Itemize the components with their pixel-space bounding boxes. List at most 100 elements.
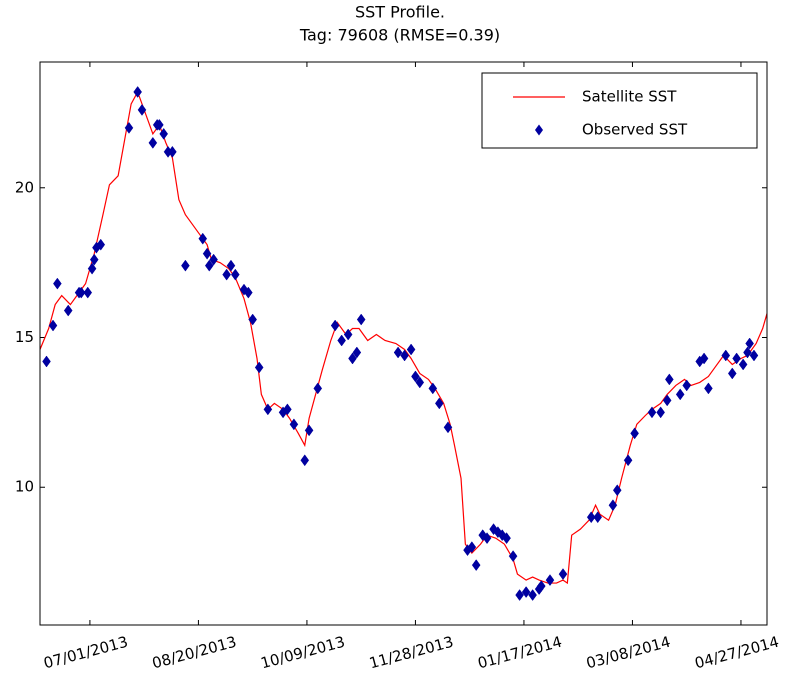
observed-point [348, 352, 357, 365]
observed-point [545, 574, 555, 587]
observed-point [204, 259, 214, 272]
legend-marker [535, 124, 543, 136]
observed-point [623, 454, 633, 467]
observed-point [749, 349, 759, 362]
observed-point [704, 382, 713, 395]
y-tick-label: 15 [15, 328, 34, 346]
observed-point [471, 559, 481, 572]
observed-point [202, 247, 212, 260]
observed-point [304, 424, 314, 437]
plot-frame [39, 61, 768, 626]
observed-point [428, 382, 438, 395]
observed-point [558, 568, 568, 581]
observed-point [83, 286, 93, 299]
observed-point [330, 319, 340, 332]
x-tick-label: 10/09/2013 [259, 633, 347, 673]
observed-point [593, 511, 603, 524]
observed-point [682, 379, 692, 392]
observed-point [53, 277, 62, 290]
x-tick-label: 07/01/2013 [42, 633, 130, 673]
observed-point [612, 484, 622, 497]
y-tick-label: 10 [15, 478, 34, 496]
observed-point [400, 349, 409, 362]
observed-point [313, 382, 323, 395]
observed-point [226, 259, 236, 272]
observed-point [738, 358, 748, 371]
observed-point [515, 589, 524, 601]
sst-line [40, 90, 767, 585]
observed-point [76, 286, 86, 299]
plot-area [40, 86, 767, 601]
legend-label: Observed SST [582, 121, 688, 139]
observed-point [283, 403, 292, 416]
observed-point [482, 532, 492, 545]
observed-point [675, 388, 685, 401]
observed-point [502, 532, 511, 545]
chart-subtitle: Tag: 79608 (RMSE=0.39) [299, 26, 500, 45]
observed-point [289, 418, 299, 431]
observed-point [356, 313, 366, 326]
observed-point [434, 397, 444, 410]
x-tick-label: 08/20/2013 [150, 633, 238, 673]
observed-point [89, 253, 99, 266]
observed-point [508, 550, 518, 563]
observed-point [181, 259, 190, 272]
observed-point [528, 589, 537, 601]
observed-point [732, 352, 741, 365]
observed-point [727, 367, 737, 380]
observed-point [137, 103, 147, 116]
observed-point [168, 145, 177, 158]
observed-point [497, 529, 507, 542]
observed-point [521, 586, 531, 598]
observed-point [133, 86, 142, 98]
observed-point [343, 328, 353, 341]
legend-box [481, 72, 758, 149]
observed-point [352, 346, 362, 359]
observed-point [665, 373, 674, 386]
observed-point [87, 262, 97, 275]
chart-title: SST Profile. [355, 3, 445, 22]
observed-point [42, 355, 51, 368]
observed-point [337, 334, 346, 347]
observed-point [244, 286, 253, 299]
observed-point [415, 376, 425, 389]
observed-point [406, 343, 416, 356]
observed-point [608, 499, 618, 512]
observed-point [647, 406, 657, 419]
observed-point [586, 511, 596, 524]
observed-point [254, 361, 264, 374]
observed-point [231, 268, 240, 281]
x-tick-label: 01/17/2014 [476, 633, 564, 673]
x-tick-label: 03/08/2014 [584, 633, 672, 673]
observed-point [159, 127, 169, 140]
observed-point [263, 403, 273, 416]
observed-point [48, 319, 58, 332]
observed-point [536, 580, 546, 592]
observed-point [656, 406, 665, 419]
observed-point [124, 121, 134, 134]
observed-point [393, 346, 403, 359]
observed-point [222, 268, 231, 281]
observed-point [155, 118, 164, 131]
observed-point [209, 253, 218, 266]
observed-point [239, 283, 249, 296]
observed-point [721, 349, 731, 362]
observed-point [467, 541, 477, 554]
x-tick-label: 11/28/2013 [367, 633, 455, 673]
observed-point [662, 394, 672, 407]
x-tick-label: 04/27/2014 [693, 633, 781, 673]
y-tick-label: 20 [15, 178, 34, 196]
observed-point [96, 238, 106, 251]
observed-point [63, 304, 73, 317]
observed-point [745, 337, 754, 350]
observed-point [148, 136, 158, 149]
observed-point [630, 427, 639, 440]
observed-point [198, 232, 208, 245]
observed-point [743, 346, 752, 359]
observed-point [411, 370, 420, 383]
observed-point [443, 421, 453, 434]
observed-point [300, 454, 310, 467]
legend-label: Satellite SST [582, 88, 677, 106]
